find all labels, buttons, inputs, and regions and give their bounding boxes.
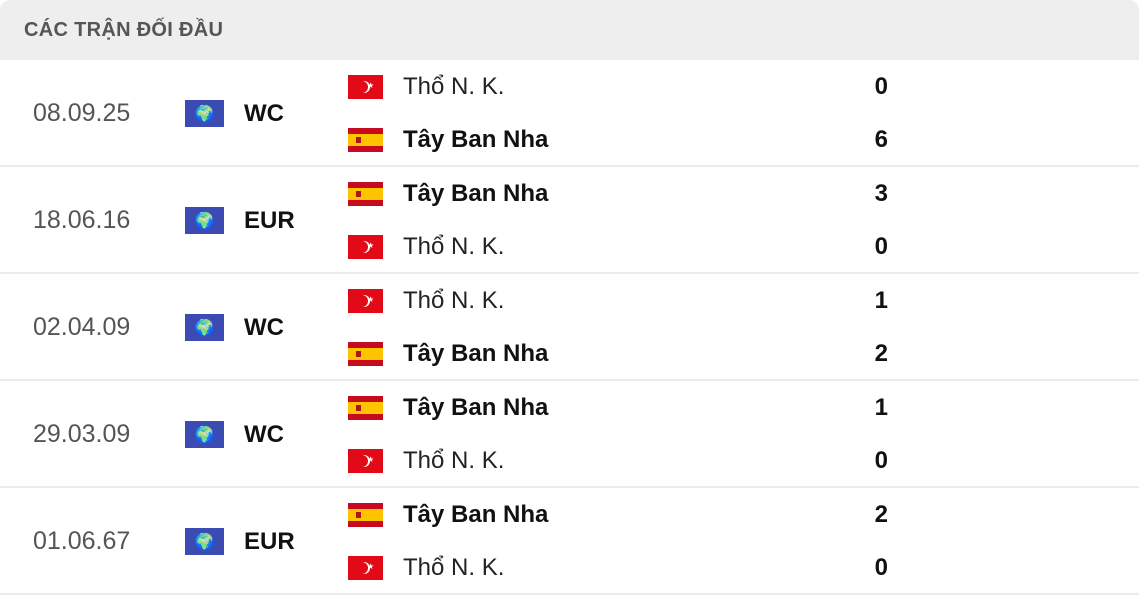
world-map-icon: 🌍 (185, 207, 224, 234)
world-map-icon: 🌍 (185, 100, 224, 127)
team-name: Tây Ban Nha (403, 501, 549, 528)
competition-name: WC (244, 99, 284, 127)
competition: 🌍 WC (185, 381, 284, 488)
turkey-flag-icon (348, 449, 383, 473)
team-name: Thổ N. K. (403, 447, 505, 474)
team-score: 0 (874, 233, 888, 260)
team-name: Tây Ban Nha (403, 340, 549, 367)
team-row: Thổ N. K. 0 (348, 72, 888, 102)
turkey-flag-icon (348, 289, 383, 313)
turkey-flag-icon (348, 235, 383, 259)
section-header: CÁC TRẬN ĐỐI ĐẦU (0, 0, 1139, 60)
competition: 🌍 WC (185, 274, 284, 381)
team-name: Thổ N. K. (403, 233, 505, 260)
competition: 🌍 EUR (185, 167, 295, 274)
team-score: 1 (874, 394, 888, 421)
match-date: 02.04.09 (33, 313, 131, 341)
spain-flag-icon (348, 128, 383, 152)
team-score: 6 (874, 126, 888, 153)
match-date: 29.03.09 (33, 420, 131, 448)
match-date: 18.06.16 (33, 206, 131, 234)
competition: 🌍 EUR (185, 488, 295, 595)
match-date: 08.09.25 (33, 99, 131, 127)
team-row: Tây Ban Nha 2 (348, 339, 888, 369)
team-score: 0 (874, 73, 888, 100)
team-score: 3 (874, 180, 888, 207)
team-score: 0 (874, 554, 888, 581)
team-name: Thổ N. K. (403, 287, 505, 314)
match-date: 01.06.67 (33, 527, 131, 555)
competition-name: WC (244, 313, 284, 341)
team-row: Thổ N. K. 1 (348, 286, 888, 316)
match-row[interactable]: 18.06.16 🌍 EUR Tây Ban Nha 3 Thổ N. K. 0 (0, 167, 1139, 274)
team-name: Tây Ban Nha (403, 394, 549, 421)
team-name: Thổ N. K. (403, 73, 505, 100)
world-map-icon: 🌍 (185, 314, 224, 341)
team-score: 2 (874, 501, 888, 528)
competition-name: WC (244, 420, 284, 448)
team-name: Thổ N. K. (403, 554, 505, 581)
match-row[interactable]: 29.03.09 🌍 WC Tây Ban Nha 1 Thổ N. K. 0 (0, 381, 1139, 488)
team-name: Tây Ban Nha (403, 126, 549, 153)
team-row: Thổ N. K. 0 (348, 232, 888, 262)
world-map-icon: 🌍 (185, 528, 224, 555)
team-score: 1 (874, 287, 888, 314)
competition-name: EUR (244, 206, 295, 234)
section-title: CÁC TRẬN ĐỐI ĐẦU (24, 18, 224, 41)
spain-flag-icon (348, 503, 383, 527)
world-map-icon: 🌍 (185, 421, 224, 448)
match-row[interactable]: 02.04.09 🌍 WC Thổ N. K. 1 Tây Ban Nha 2 (0, 274, 1139, 381)
team-row: Tây Ban Nha 3 (348, 179, 888, 209)
team-name: Tây Ban Nha (403, 180, 549, 207)
team-row: Tây Ban Nha 6 (348, 125, 888, 155)
match-list: 08.09.25 🌍 WC Thổ N. K. 0 Tây Ban Nha 6 … (0, 60, 1139, 595)
spain-flag-icon (348, 182, 383, 206)
team-row: Thổ N. K. 0 (348, 446, 888, 476)
team-row: Tây Ban Nha 2 (348, 500, 888, 530)
team-score: 0 (874, 447, 888, 474)
turkey-flag-icon (348, 556, 383, 580)
spain-flag-icon (348, 342, 383, 366)
team-row: Tây Ban Nha 1 (348, 393, 888, 423)
team-score: 2 (874, 340, 888, 367)
match-row[interactable]: 08.09.25 🌍 WC Thổ N. K. 0 Tây Ban Nha 6 (0, 60, 1139, 167)
competition-name: EUR (244, 527, 295, 555)
spain-flag-icon (348, 396, 383, 420)
turkey-flag-icon (348, 75, 383, 99)
match-row[interactable]: 01.06.67 🌍 EUR Tây Ban Nha 2 Thổ N. K. 0 (0, 488, 1139, 595)
team-row: Thổ N. K. 0 (348, 553, 888, 583)
competition: 🌍 WC (185, 60, 284, 167)
